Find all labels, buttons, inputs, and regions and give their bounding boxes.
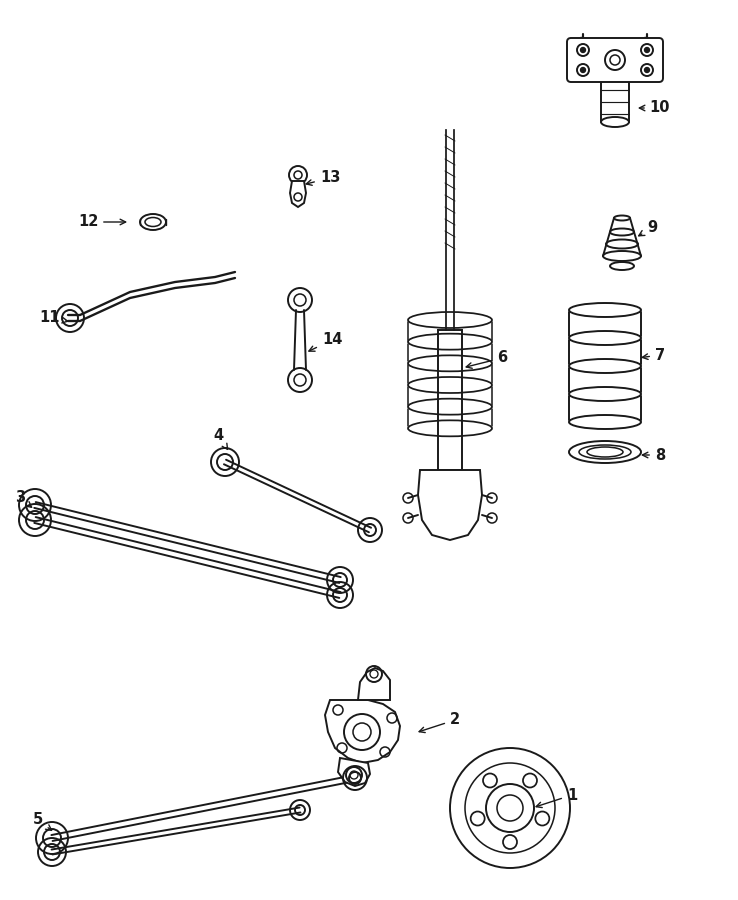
Text: 5: 5 bbox=[33, 813, 52, 831]
Text: 9: 9 bbox=[638, 220, 657, 236]
Text: 1: 1 bbox=[536, 788, 577, 807]
Circle shape bbox=[644, 48, 649, 52]
Text: 3: 3 bbox=[15, 491, 32, 508]
Circle shape bbox=[644, 68, 649, 73]
Text: 12: 12 bbox=[77, 214, 125, 230]
Text: 6: 6 bbox=[466, 350, 507, 368]
FancyBboxPatch shape bbox=[567, 38, 663, 82]
Polygon shape bbox=[290, 181, 306, 207]
Text: 11: 11 bbox=[40, 310, 68, 326]
Text: 7: 7 bbox=[642, 347, 665, 363]
Text: 4: 4 bbox=[213, 428, 227, 449]
Polygon shape bbox=[325, 700, 400, 763]
Polygon shape bbox=[418, 470, 482, 540]
Text: 2: 2 bbox=[419, 713, 460, 733]
Circle shape bbox=[581, 48, 585, 52]
Polygon shape bbox=[338, 758, 370, 786]
Text: 14: 14 bbox=[309, 332, 342, 351]
Polygon shape bbox=[358, 668, 390, 700]
Text: 13: 13 bbox=[306, 170, 340, 185]
Text: 8: 8 bbox=[642, 447, 665, 463]
Circle shape bbox=[581, 68, 585, 73]
Text: 10: 10 bbox=[639, 101, 670, 115]
